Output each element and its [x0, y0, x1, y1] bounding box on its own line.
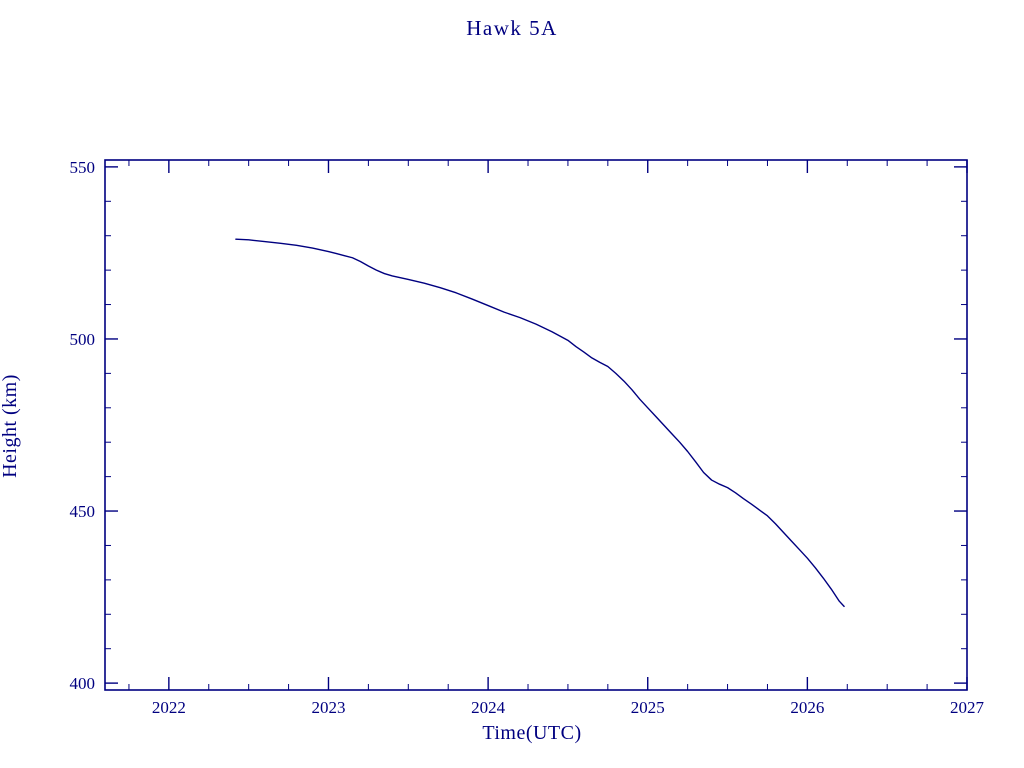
- chart-title: Hawk 5A: [466, 16, 558, 40]
- y-tick-label: 450: [70, 502, 96, 521]
- x-tick-label: 2024: [471, 698, 506, 717]
- axes-frame: [104, 159, 968, 691]
- x-tick-label: 2023: [311, 698, 345, 717]
- y-tick-label: 500: [70, 330, 96, 349]
- x-tick-label: 2025: [631, 698, 665, 717]
- x-tick-label: 2027: [950, 698, 985, 717]
- y-tick-label: 400: [70, 674, 96, 693]
- y-tick-label: 550: [70, 158, 96, 177]
- height-series-line: [235, 238, 845, 608]
- x-tick-label: 2026: [790, 698, 824, 717]
- y-axis-label: Height (km): [0, 374, 21, 478]
- x-axis-label: Time(UTC): [482, 722, 582, 744]
- x-tick-label: 2022: [152, 698, 186, 717]
